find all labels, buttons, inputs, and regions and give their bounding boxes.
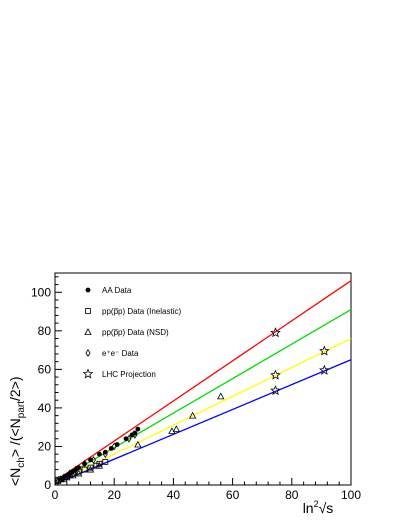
- x-tick-label: 60: [226, 488, 240, 502]
- aa-data-point: [123, 436, 129, 442]
- plot-frame: [54, 272, 352, 486]
- pp_nsd-data-point: [86, 465, 95, 473]
- pp_nsd-data-point: [69, 471, 77, 479]
- ee-data-point: [91, 455, 96, 464]
- x-tick-label: 0: [52, 488, 59, 502]
- pp_inel-data-point: [102, 458, 109, 465]
- ee-data-point: [111, 442, 117, 451]
- legend-label-ee: e⁺e⁻ Data: [102, 349, 139, 358]
- y-tick-label: 100: [31, 285, 51, 299]
- legend-marker-pp_nsd: [84, 328, 92, 335]
- data-markers: [55, 327, 330, 486]
- ee-data-point: [82, 459, 88, 468]
- pp_nsd-data-point: [75, 469, 83, 477]
- aa-data-point: [88, 457, 93, 463]
- ee-data-point: [102, 450, 108, 459]
- lhc-data-point: [270, 327, 281, 338]
- legend-label-pp_inel: pp(p̅p) Data (Inelastic): [102, 307, 181, 316]
- legend-marker-lhc: [82, 368, 94, 379]
- ee-data-point: [73, 465, 79, 474]
- pp_inel-data-point: [69, 470, 76, 477]
- y-tick-label: 80: [38, 324, 52, 338]
- pp_inel-data-point: [96, 460, 103, 467]
- legend-marker-aa: [85, 287, 91, 293]
- x-tick-label: 20: [108, 488, 122, 502]
- y-tick-label: 0: [44, 478, 51, 492]
- legend-marker-ee: [85, 349, 91, 357]
- ee-data-point: [67, 469, 73, 478]
- pp_inel-data-point: [87, 464, 94, 471]
- aa-data-point: [114, 442, 120, 447]
- y-tick-label: 60: [38, 362, 52, 376]
- fit-line: [54, 359, 352, 485]
- legend-label-lhc: LHC Projection: [102, 370, 156, 379]
- ee-data-point: [126, 434, 132, 443]
- aa-data-point: [97, 451, 102, 457]
- x-tick-label: 80: [285, 488, 299, 502]
- legend-label-pp_nsd: pp(p̅p) Data (NSD): [102, 328, 169, 337]
- lhc-data-point: [319, 345, 330, 356]
- legend-label-aa: AA Data: [102, 286, 132, 295]
- lhc-data-point: [270, 369, 281, 380]
- pp_nsd-data-point: [95, 461, 104, 469]
- x-tick-label: 40: [167, 488, 181, 502]
- pp_nsd-data-point: [188, 411, 197, 419]
- lhc-data-point: [270, 385, 281, 396]
- x-tick-label: 100: [341, 488, 361, 502]
- pp_nsd-data-point: [134, 440, 142, 448]
- pp_nsd-data-point: [217, 392, 225, 400]
- lhc-data-point: [319, 364, 330, 375]
- ee-data-point: [132, 430, 138, 439]
- fit-line: [54, 280, 352, 482]
- x-axis-title: ln2√s: [303, 499, 334, 516]
- pp_nsd-data-point: [172, 425, 181, 433]
- legend-marker-pp_inel: [85, 308, 91, 314]
- axis-ticks: 0 20 40 60 80 100 0 20 40 60 80 100: [31, 276, 361, 502]
- y-axis-title: <Nch> /(<Npart/2>): [7, 376, 27, 486]
- legend: AA Data pp(p̅p) Data (Inelastic) pp(p̅p) D…: [82, 286, 181, 379]
- aa-data-point: [135, 426, 141, 432]
- y-tick-label: 20: [38, 439, 52, 453]
- y-tick-label: 40: [38, 401, 52, 415]
- ee-data-point: [61, 473, 67, 482]
- aa-data-point: [108, 445, 114, 451]
